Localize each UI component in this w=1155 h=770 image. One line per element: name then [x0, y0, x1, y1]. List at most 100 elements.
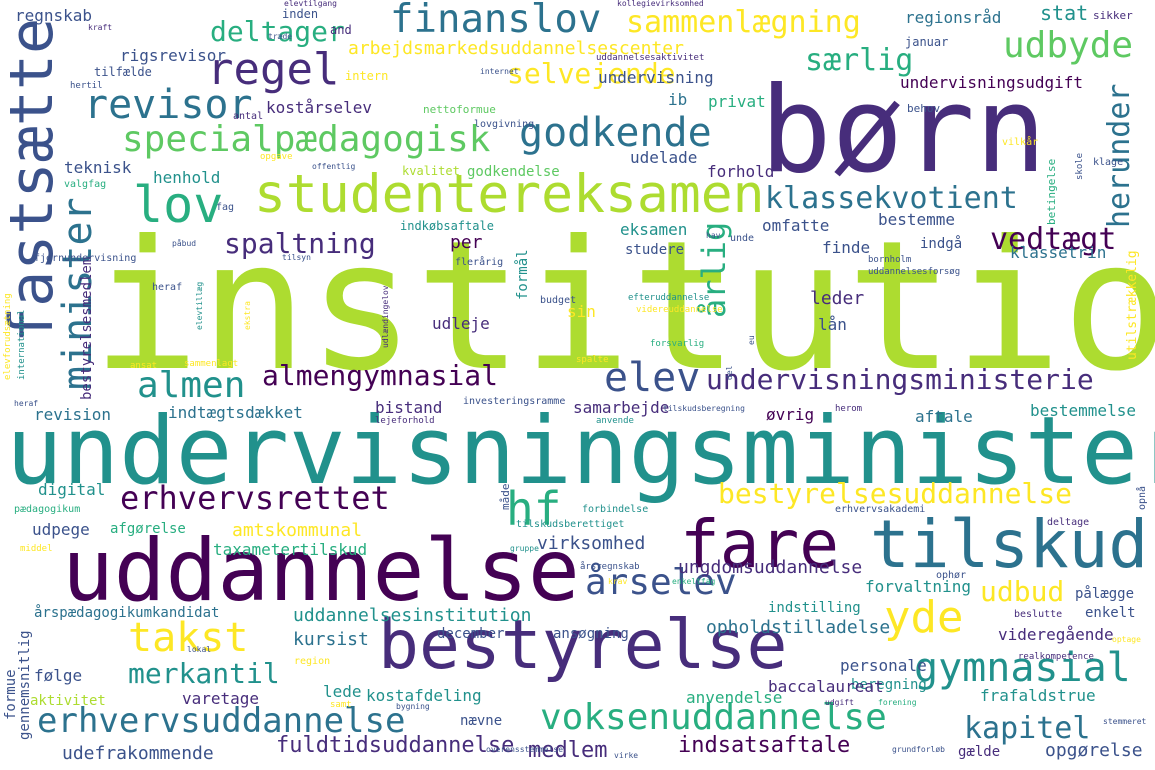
word-aarsregnskab: beslutte	[1014, 609, 1063, 620]
word-forsvarlig: herom	[835, 404, 863, 414]
word-studere: studere	[625, 242, 685, 258]
word-januar: januar	[905, 35, 949, 49]
word-enkeltfag: region	[294, 656, 331, 667]
word-spalte: anvende	[596, 416, 634, 426]
word-virke: uddannelsesforsøg	[868, 267, 961, 277]
word-deltager: deltager	[210, 15, 345, 48]
word-indsatsaftale: indsatsaftale	[678, 733, 851, 758]
word-middel: enkeltfag	[672, 577, 716, 586]
word-opgave: opgave	[260, 152, 293, 162]
word-udbud: udbud	[980, 575, 1065, 608]
word-samarbejde: samarbejde	[573, 398, 670, 417]
word-indstilling: indstilling	[768, 600, 861, 616]
word-kvalitet: kvalitet	[402, 164, 460, 178]
word-gymnasial: gymnasial	[914, 645, 1131, 691]
word-kostaarselev: kostårselev	[266, 98, 372, 117]
word-laan: lån	[818, 315, 847, 334]
word-gaelde: gælde	[958, 744, 1001, 760]
word-budget: spalte	[576, 355, 609, 365]
word-finanslov: finanslov	[390, 0, 602, 42]
word-bestyrelse: bestyrelse	[378, 606, 788, 685]
word-bornholm: påbud	[172, 239, 197, 248]
word-overensstemmelse: bornholm	[868, 255, 912, 265]
word-sammenlagt: investeringsramme	[463, 396, 566, 407]
word-deltage: gruppe	[510, 544, 539, 553]
word-takst: takst	[128, 615, 249, 661]
word-klassetrin: klassetrin	[1010, 243, 1107, 262]
word-videreuddannelse: tilskudsberegning	[663, 404, 745, 413]
word-international: del	[725, 365, 734, 380]
word-godkende: godkende	[519, 110, 712, 156]
word-baccalaureat: baccalaureat	[768, 677, 884, 696]
word-december: december	[437, 626, 505, 642]
word-udelade: udelade	[630, 148, 698, 167]
word-elevtilgang: elevtilgang	[284, 0, 337, 8]
word-erhvervsakademi: middel	[20, 544, 53, 554]
word-forhold: forhold	[707, 162, 775, 181]
word-forvaltning: forvaltning	[865, 577, 971, 596]
word-sin: sin	[567, 302, 596, 321]
word-fag: fag	[216, 202, 235, 213]
word-taxametertilskud: taxametertilskud	[213, 540, 368, 559]
word-ejendom: måde	[499, 483, 512, 511]
word-udpege: udpege	[32, 520, 90, 539]
word-opnaa: årsregnskab	[580, 562, 640, 572]
word-herunder: herunder	[1102, 83, 1137, 229]
word-tilsyn: videreuddannelse	[636, 305, 723, 315]
word-arbejdsmarkedsuddannelsescenter: arbejdsmarkedsuddannelsescenter	[348, 38, 684, 59]
word-bistand: bistand	[375, 398, 443, 417]
word-ansat: ekstra	[243, 301, 252, 330]
word-elev: elev	[604, 355, 701, 401]
word-behov: behov	[907, 102, 941, 115]
word-bestyrelsesuddannelse: bestyrelsesuddannelse	[718, 477, 1073, 510]
word-yde: yde	[884, 592, 964, 643]
word-uddannelsesinstitution: uddannelsesinstitution	[293, 605, 532, 626]
word-spaltning: spaltning	[224, 227, 376, 260]
word-aktivitetsindberetning: erhvervsakademi	[835, 504, 926, 515]
word-internet: internet	[480, 67, 519, 76]
word-traede: træde	[268, 32, 293, 41]
word-tilskudsberegning: lejeforhold	[375, 416, 435, 426]
word-heraf: heraf	[14, 399, 39, 408]
word-voksenuddannelse: voksenuddannelse	[540, 697, 887, 738]
word-formaal: formål	[515, 249, 531, 300]
word-skole: skole	[1075, 152, 1085, 180]
word-sikker: sikker	[1093, 9, 1133, 22]
word-klassekvotient: klassekvotient	[765, 181, 1018, 216]
word-hertil: hertil	[70, 81, 103, 91]
word-bestyrelsesmedlem: bestyrelsesmedlem	[79, 256, 95, 400]
word-udlaendingelov: flerårig	[455, 257, 504, 268]
word-digital: digital	[38, 480, 106, 499]
word-opgoerelse: opgørelse	[1045, 740, 1143, 761]
word-naevne: nævne	[460, 713, 503, 729]
word-forbindelse: pædagogikum	[14, 504, 81, 515]
word-revisor: revisor	[84, 82, 253, 128]
word-fare: fare	[680, 506, 839, 583]
word-elevforudsaetning: eu	[747, 335, 756, 345]
word-samt: stemmeret	[1103, 717, 1147, 726]
word-lede: lede	[323, 682, 362, 701]
word-herom: heraf	[152, 282, 183, 293]
word-utilstraekkelig: utilstrækkelig	[1125, 250, 1140, 360]
word-aktivitet: aktivitet	[30, 693, 106, 709]
word-personale: personale	[840, 656, 927, 675]
word-beregning: beregning	[851, 677, 927, 693]
word-merkantil: merkantil	[128, 657, 280, 690]
word-flerarig: budget	[540, 295, 577, 306]
word-kostafdeling: kostafdeling	[366, 686, 482, 705]
word-paabud: efteruddannelse	[628, 293, 710, 303]
word-almen: almen	[137, 365, 246, 406]
word-studentereksamen: studentereksamen	[254, 164, 765, 225]
word-enkelt: enkelt	[1085, 605, 1136, 621]
word-bygning: overensstemmelse	[486, 745, 564, 754]
word-unde: hav	[706, 231, 721, 240]
word-gruppe: ophør	[936, 570, 967, 581]
word-paalaegge: pålægge	[1075, 586, 1135, 602]
word-maade: deltage	[1047, 517, 1090, 528]
word-and: and	[330, 23, 352, 37]
word-fjernundervisning: fjernundervisning	[34, 253, 137, 264]
word-region: bygning	[396, 702, 430, 711]
word-paedagogikum: krav	[608, 577, 628, 586]
word-regnskab: regnskab	[15, 6, 93, 25]
word-institution: institution	[92, 203, 1155, 411]
